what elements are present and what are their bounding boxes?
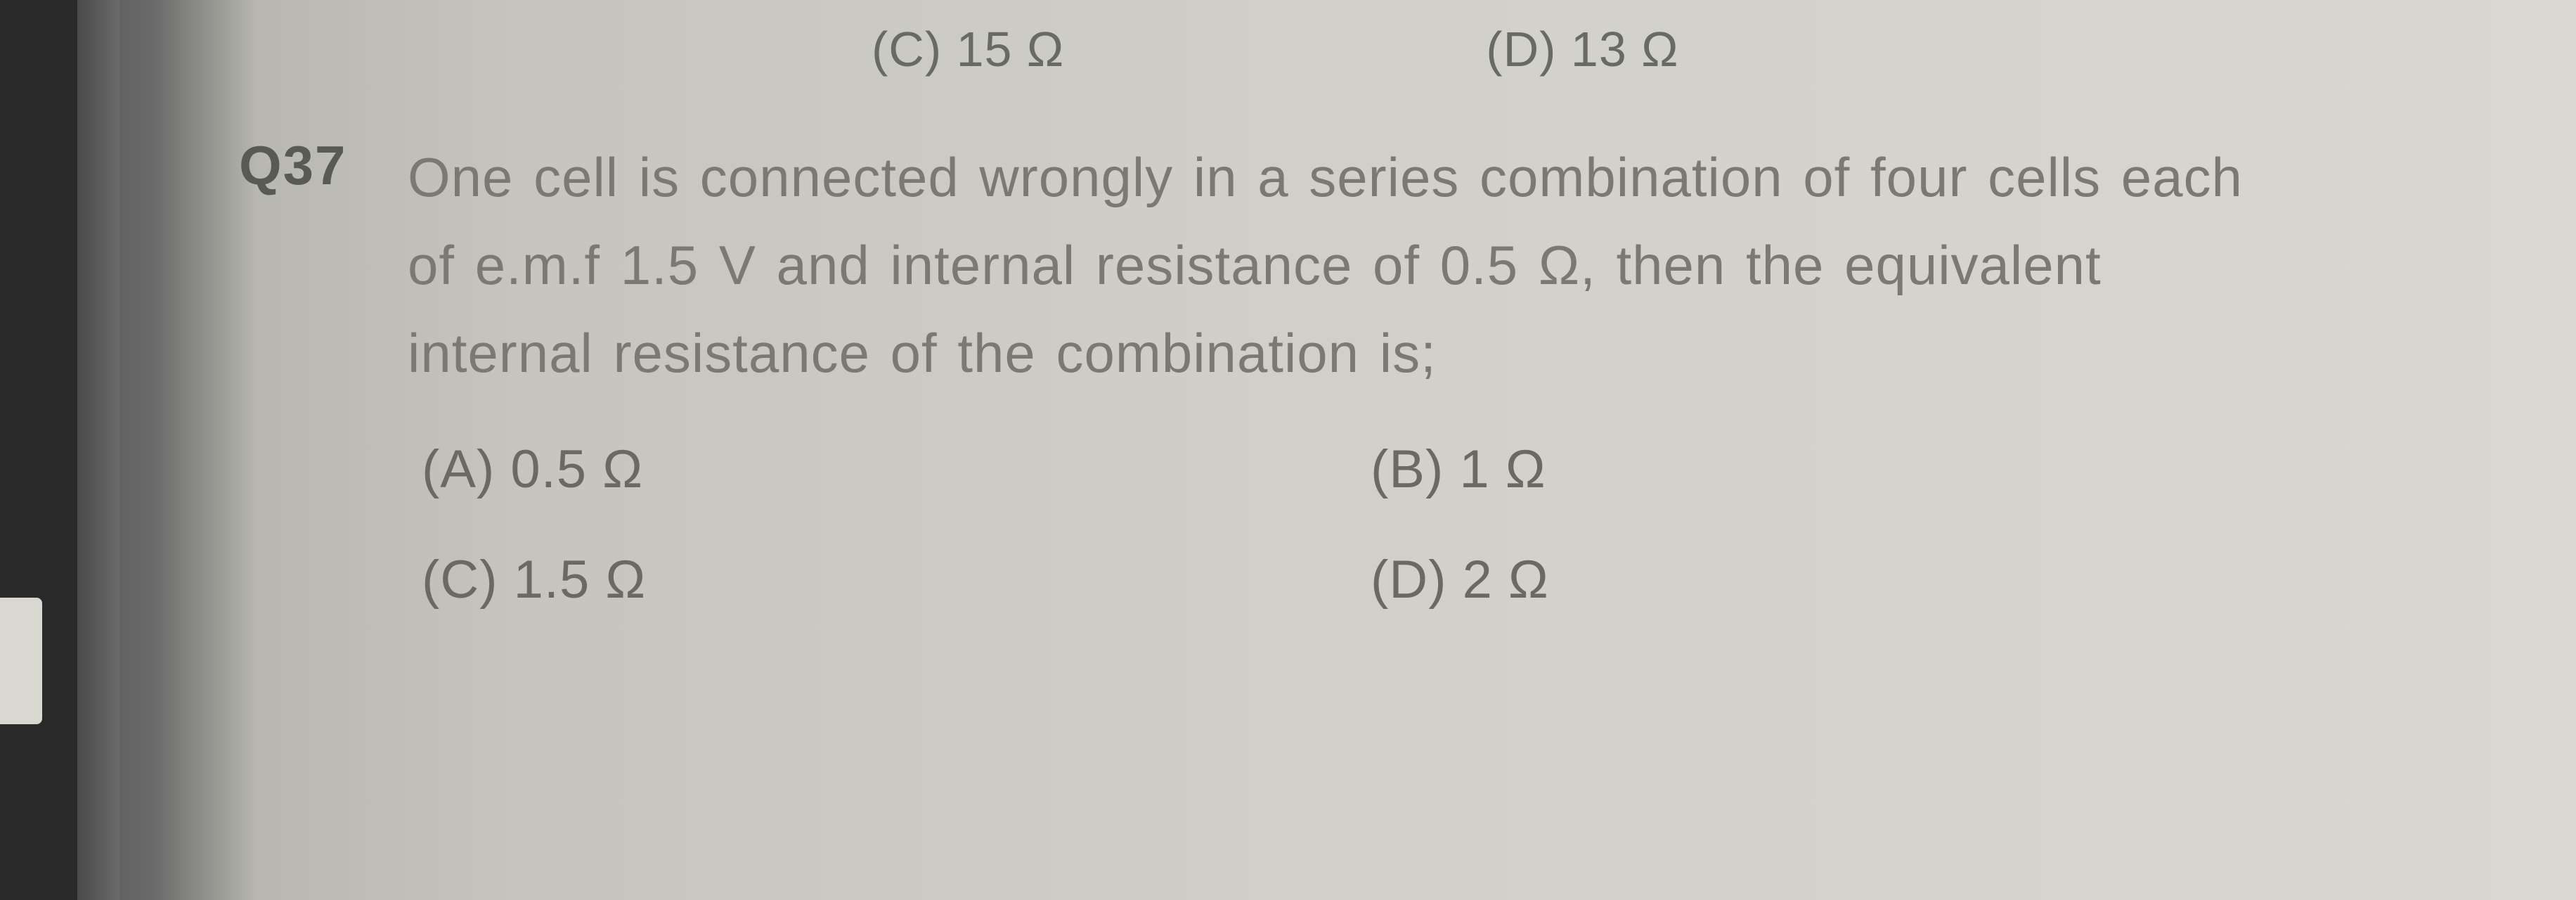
option-a: (A) 0.5 Ω [422,439,1230,500]
book-left-margin [0,0,77,900]
question-label: Q37 [239,134,380,198]
side-tab [0,598,42,724]
question-text: One cell is connected wrongly in a serie… [408,134,2305,397]
answer-options-grid: (A) 0.5 Ω (B) 1 Ω (C) 1.5 Ω (D) 2 Ω [422,439,2179,610]
question-block: Q37 One cell is connected wrongly in a s… [239,134,2404,397]
option-c: (C) 1.5 Ω [422,549,1230,610]
prev-question-options-row: (C) 15 Ω (D) 13 Ω [872,21,2404,77]
option-d: (D) 2 Ω [1371,549,2179,610]
option-b: (B) 1 Ω [1371,439,2179,500]
book-spine-edge [77,0,119,900]
prev-option-c: (C) 15 Ω [872,21,1064,77]
page-content: (C) 15 Ω (D) 13 Ω Q37 One cell is connec… [197,0,2446,900]
prev-option-d: (D) 13 Ω [1486,21,1678,77]
